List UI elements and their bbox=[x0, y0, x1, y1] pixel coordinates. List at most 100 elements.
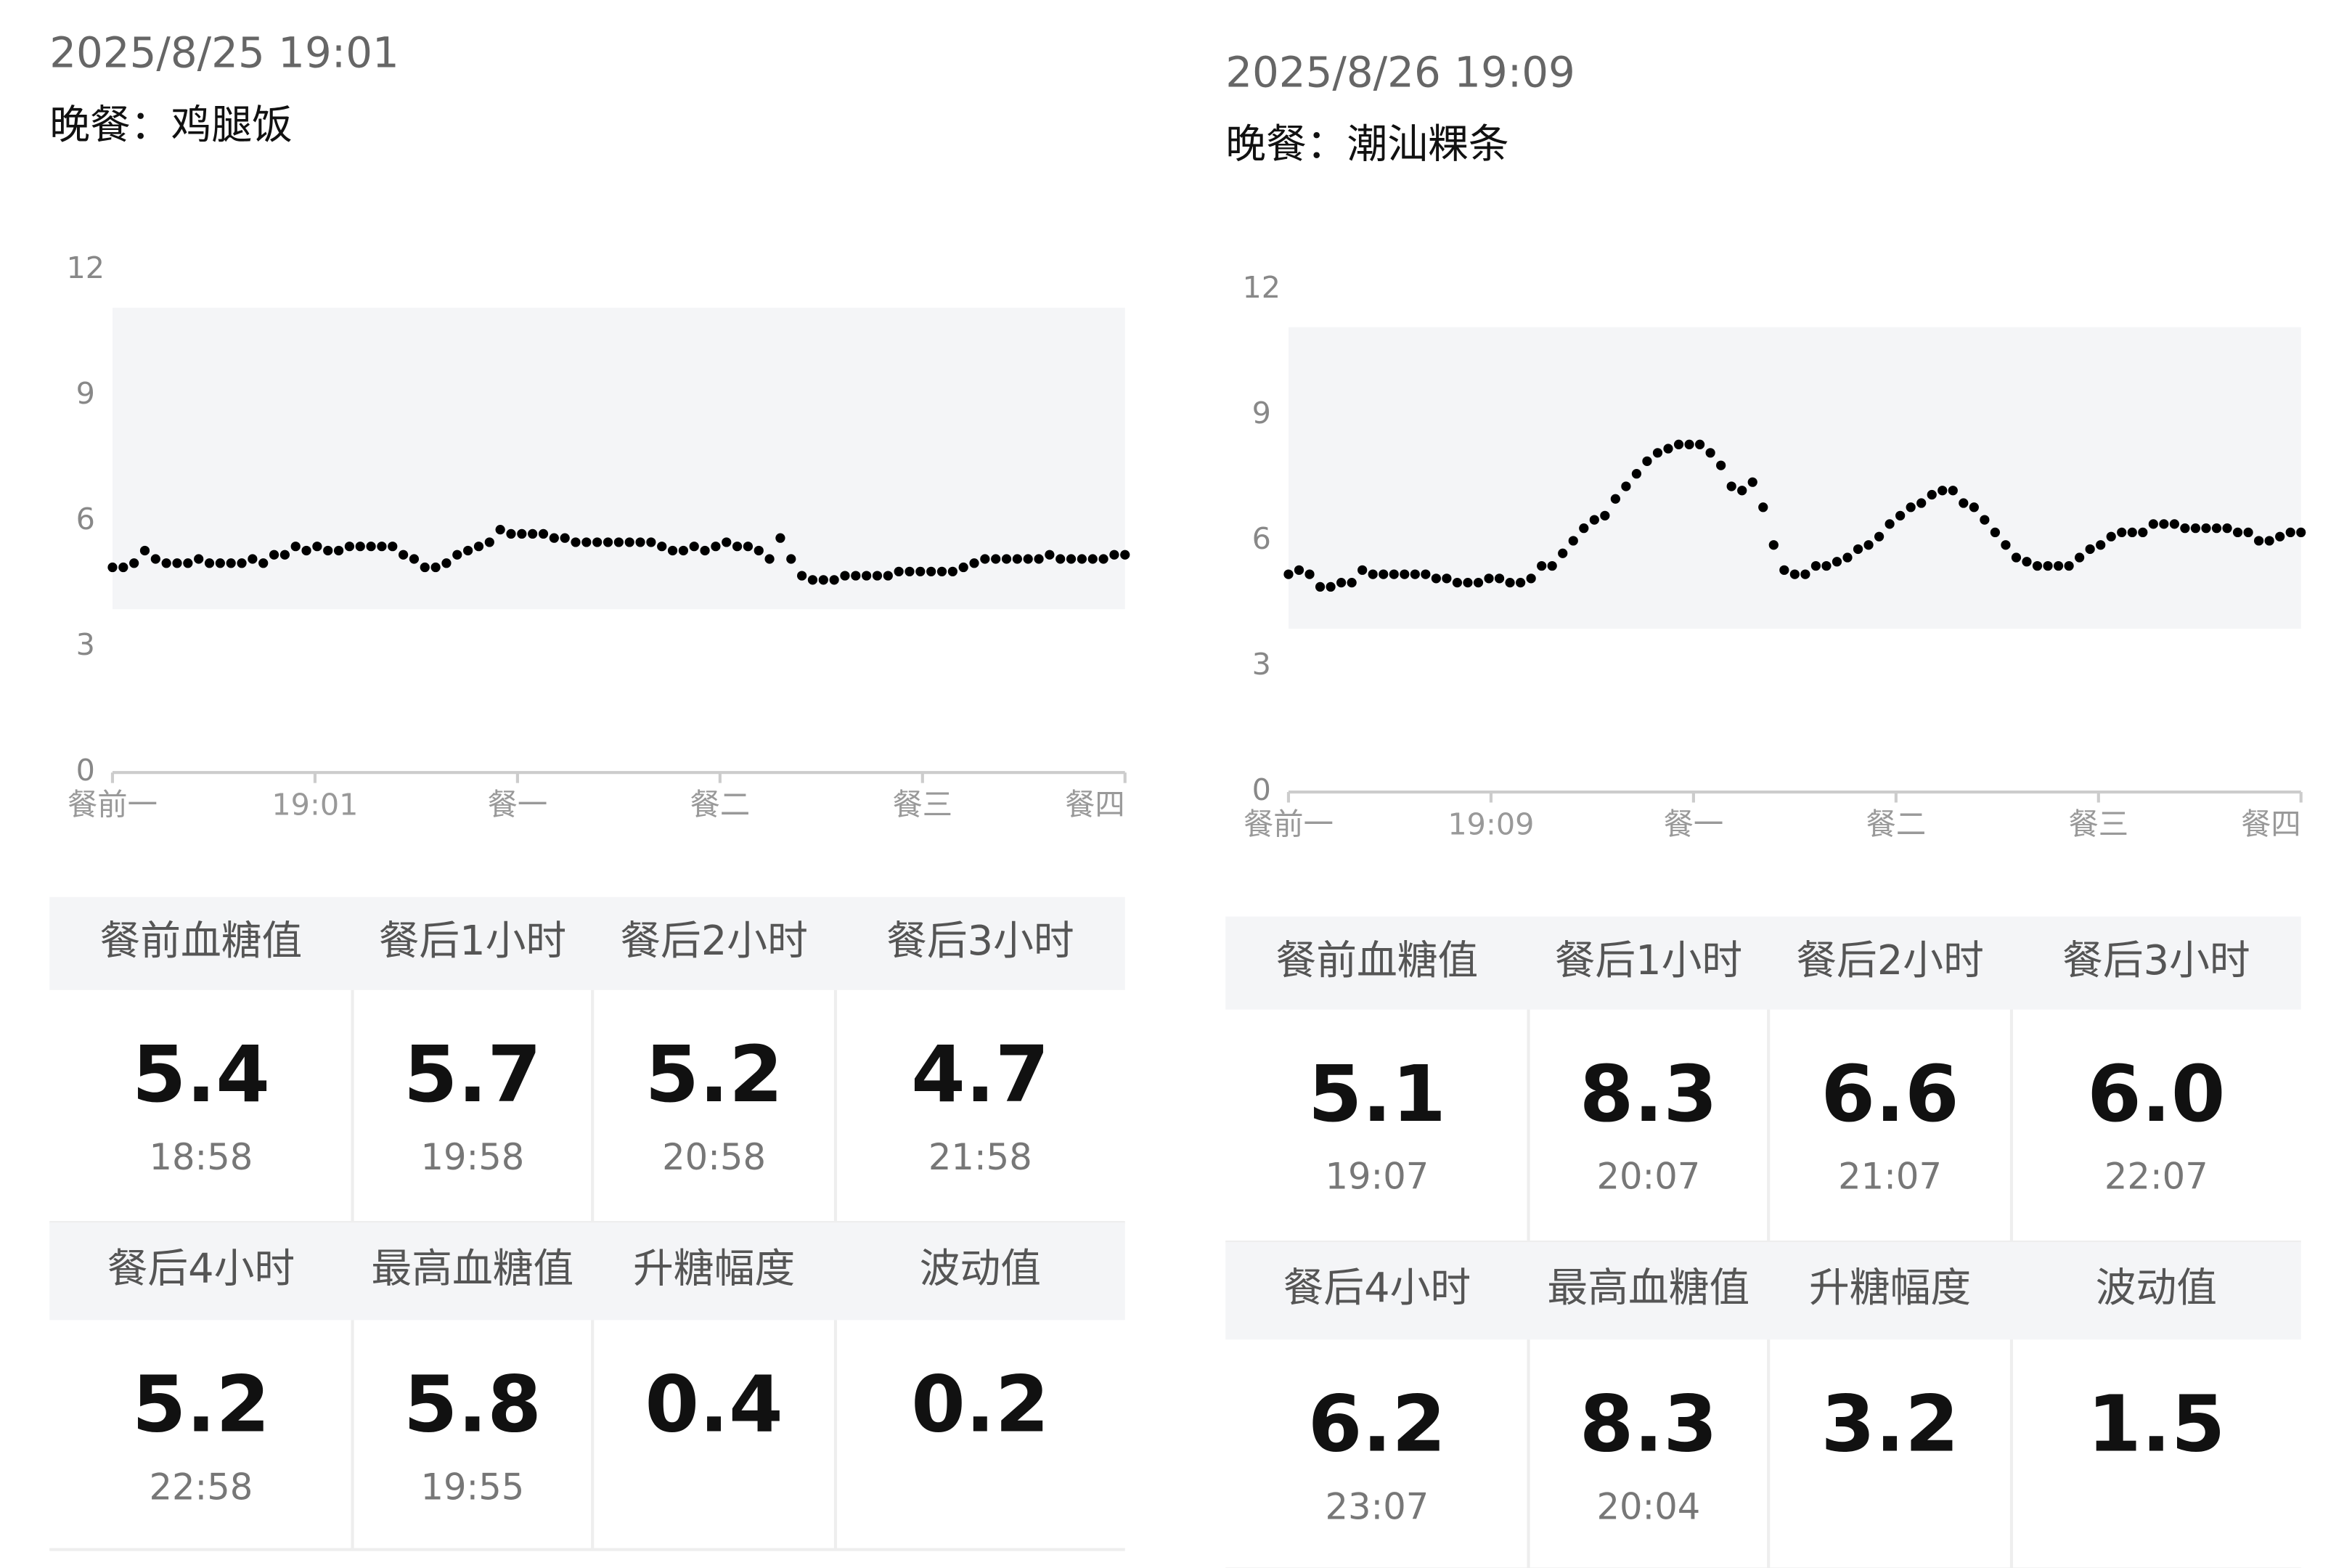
glucose-dot bbox=[1663, 444, 1673, 454]
glucose-dot bbox=[1832, 557, 1842, 567]
x-tick-label: 餐二 bbox=[690, 788, 751, 822]
glucose-dot bbox=[1379, 569, 1389, 579]
y-tick-label: 0 bbox=[76, 753, 95, 788]
glucose-dot bbox=[571, 537, 581, 547]
table-header: 餐后1小时 bbox=[379, 918, 567, 965]
x-tick-label: 餐二 bbox=[1866, 807, 1927, 842]
glucose-dot bbox=[1347, 578, 1357, 588]
glucose-dot bbox=[2232, 527, 2243, 538]
table-header: 餐后3小时 bbox=[2062, 937, 2250, 984]
table-header-row bbox=[1225, 916, 2301, 1010]
cell-time: 22:07 bbox=[2104, 1156, 2208, 1198]
glucose-dot bbox=[624, 537, 634, 547]
glucose-dot bbox=[118, 562, 128, 573]
glucose-dot bbox=[2022, 557, 2032, 567]
glucose-dot bbox=[936, 566, 947, 576]
cell-value: 0.2 bbox=[911, 1360, 1049, 1450]
table-header: 餐后4小时 bbox=[1283, 1265, 1471, 1312]
glucose-dot bbox=[323, 545, 333, 556]
cell-value: 3.2 bbox=[1821, 1379, 1959, 1470]
glucose-dot bbox=[388, 542, 398, 552]
glucose-dot bbox=[2264, 536, 2274, 546]
glucose-dot bbox=[183, 558, 193, 568]
glucose-dot bbox=[409, 554, 420, 564]
glucose-dot bbox=[1694, 439, 1705, 449]
table-header: 餐后4小时 bbox=[107, 1245, 295, 1292]
cell-time: 19:07 bbox=[1325, 1156, 1429, 1198]
glucose-dot bbox=[1526, 573, 1536, 584]
glucose-dot bbox=[1621, 481, 1631, 491]
panel: 2025/8/26 19:09 晚餐：潮汕粿条 0 3 6 9 12 餐前一 19:09 餐一 餐二… bbox=[1225, 47, 2306, 1568]
meal-title: 晚餐：鸡腿饭 bbox=[49, 102, 293, 149]
cell-value: 5.4 bbox=[132, 1029, 270, 1120]
glucose-dot bbox=[366, 542, 376, 552]
glucose-dot bbox=[161, 558, 171, 568]
glucose-dot bbox=[754, 545, 764, 556]
panel: 2025/8/25 19:01晚餐：鸡腿饭036912餐前一 19:01 餐一 餐二餐… bbox=[49, 28, 1130, 1551]
glucose-dot bbox=[1077, 554, 1087, 564]
glucose-dot bbox=[549, 533, 559, 543]
glucose-dot bbox=[592, 537, 603, 547]
table-header: 餐前血糖值 bbox=[1275, 937, 1478, 984]
glucose-dot bbox=[1642, 456, 1652, 466]
glucose-dot bbox=[1442, 573, 1452, 584]
x-tick-label: 餐四 bbox=[2241, 807, 2301, 842]
glucose-dot bbox=[678, 545, 688, 556]
glucose-dot bbox=[1959, 498, 1969, 508]
glucose-dot bbox=[796, 571, 807, 581]
glucose-dot bbox=[1109, 550, 1119, 560]
glucose-dot bbox=[1737, 486, 1747, 496]
glucose-dot bbox=[1515, 578, 1526, 588]
glucose-dot bbox=[2190, 523, 2201, 534]
cell-time: 20:04 bbox=[1596, 1485, 1700, 1527]
cell-time: 19:58 bbox=[420, 1136, 524, 1178]
glucose-dot bbox=[1315, 581, 1326, 592]
glucose-dot bbox=[2032, 560, 2043, 571]
y-tick-label: 3 bbox=[1252, 647, 1271, 682]
glucose-dot bbox=[1895, 510, 1906, 520]
glucose-dot bbox=[1034, 554, 1044, 564]
cell-time: 23:07 bbox=[1325, 1485, 1429, 1527]
glucose-dot bbox=[1400, 569, 1410, 579]
cell-value: 8.3 bbox=[1580, 1379, 1718, 1470]
cell-value: 6.2 bbox=[1308, 1379, 1446, 1470]
glucose-dot bbox=[581, 537, 592, 547]
glucose-dot bbox=[107, 562, 118, 573]
cell-value: 5.8 bbox=[404, 1360, 542, 1450]
glucose-dot bbox=[2011, 552, 2022, 563]
glucose-dot bbox=[1789, 569, 1800, 579]
glucose-dot bbox=[1494, 573, 1505, 584]
glucose-dot bbox=[473, 542, 484, 552]
cell-value: 5.7 bbox=[404, 1029, 542, 1120]
glucose-dot bbox=[980, 554, 990, 564]
glucose-dot bbox=[646, 537, 656, 547]
glucose-dot bbox=[947, 566, 957, 576]
glucose-dot bbox=[1357, 565, 1368, 575]
glucose-dot bbox=[872, 571, 883, 581]
glucose-dot bbox=[1980, 515, 1990, 525]
cell-value: 6.0 bbox=[2087, 1049, 2225, 1140]
glucose-dot bbox=[290, 542, 301, 552]
glucose-dot bbox=[538, 528, 549, 539]
table-header: 波动值 bbox=[920, 1245, 1041, 1292]
target-band bbox=[112, 307, 1125, 610]
glucose-dot bbox=[958, 562, 968, 573]
glucose-dot bbox=[1758, 502, 1768, 513]
glucose-dot bbox=[2085, 544, 2095, 555]
glucose-dot bbox=[204, 558, 215, 568]
glucose-dot bbox=[915, 566, 926, 576]
glucose-dot bbox=[2117, 527, 2127, 538]
glucose-dot bbox=[1631, 469, 1642, 479]
cell-value: 6.6 bbox=[1821, 1049, 1959, 1140]
y-tick-label: 9 bbox=[76, 376, 95, 411]
glucose-dot bbox=[226, 558, 236, 568]
glucose-dot bbox=[1326, 581, 1336, 592]
glucose-dot bbox=[1463, 578, 1473, 588]
glucose-dot bbox=[775, 533, 785, 543]
x-tick-label: 餐前一 bbox=[1244, 807, 1334, 842]
glucose-dot bbox=[603, 537, 613, 547]
y-tick-label: 9 bbox=[1252, 396, 1271, 430]
table-header: 餐后2小时 bbox=[1796, 937, 1984, 984]
glucose-dot bbox=[1684, 439, 1694, 449]
